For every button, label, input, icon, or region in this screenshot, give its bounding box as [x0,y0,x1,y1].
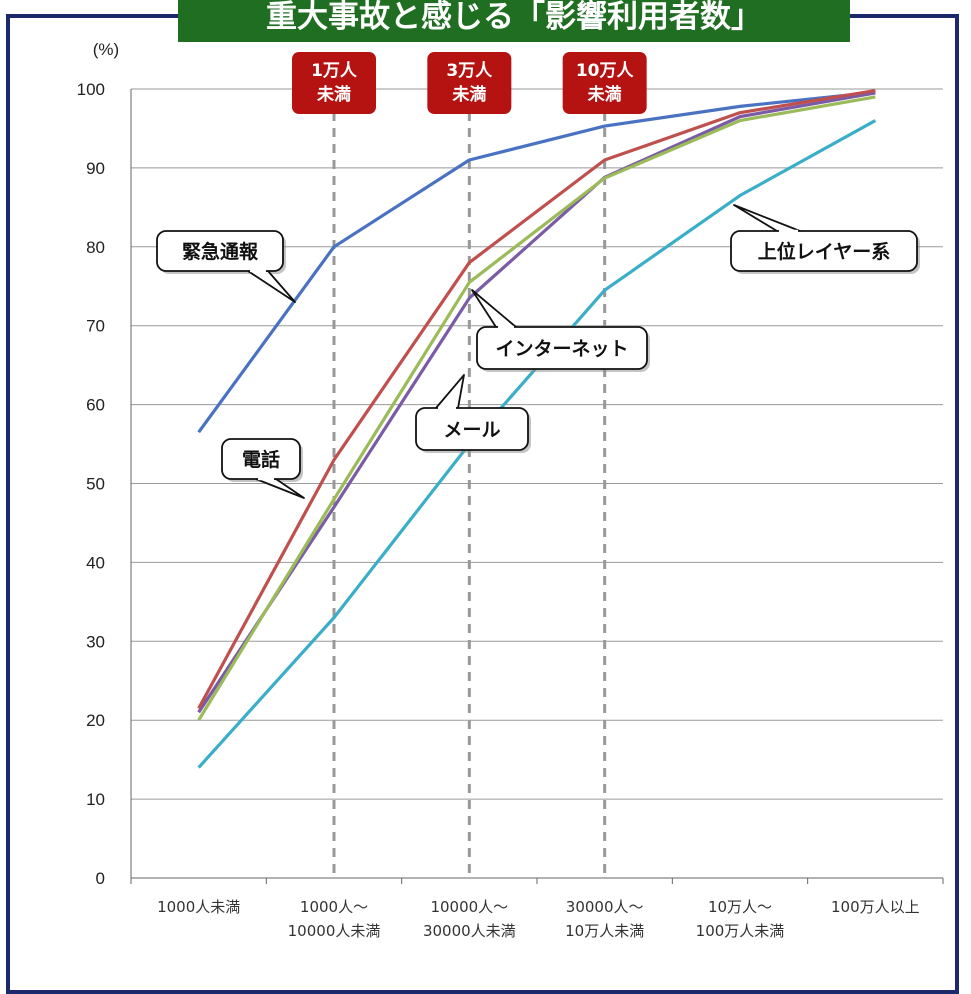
line-chart: 0 10 20 30 40 50 60 70 80 90 100 (%) 1000人未満 1000人～ 10… [77,40,944,940]
x-tick-label: 10万人未満 [565,922,644,940]
threshold-label: 3万人 [446,61,493,81]
series-label: 上位レイヤー系 [758,240,890,263]
callout-pointer [255,478,305,499]
threshold-badge [562,52,647,114]
y-tick-label: 100 [77,80,105,99]
x-tick-label: 30000人～ [566,898,644,916]
callout-pointer [435,374,465,409]
x-tick-label: 30000人未満 [423,922,516,940]
series-callout: 上位レイヤー系 [730,204,920,274]
threshold-badge [427,52,512,114]
axes: 0 10 20 30 40 50 60 70 80 90 100 (%) 1000人未満 1000人～ 10… [77,40,944,940]
y-tick-label: 90 [86,159,105,178]
grid-lines [131,88,943,800]
y-tick-label: 50 [86,475,105,494]
series-callout: 緊急通報 [156,230,296,303]
y-tick-label: 10 [86,790,105,809]
y-tick-label: 0 [96,869,105,888]
x-tick-label: 1000人未満 [157,898,240,916]
y-tick-label: 40 [86,553,105,572]
threshold-label: 10万人 [576,61,635,81]
y-tick-label: 20 [86,711,105,730]
series-label: インターネット [495,338,628,360]
x-tick-label: 10000人未満 [288,922,381,940]
callout-pointer [471,289,517,328]
series-callout: インターネット [471,289,650,372]
threshold-badge [292,52,376,114]
y-tick-label: 80 [86,238,105,257]
y-axis-unit: (%) [93,40,119,59]
threshold-label: 1万人 [311,61,358,81]
series-label: メール [443,419,500,441]
series-line [197,91,876,714]
callout-pointer [247,270,296,303]
series-lines [197,88,877,769]
series-line [197,88,876,710]
x-tick-label: 100万人以上 [831,898,920,916]
series-line [197,95,876,722]
x-tick-label: 100万人未満 [696,922,785,940]
callout-box [476,326,648,370]
series-line [197,90,876,434]
x-tick-label: 10万人～ [708,898,772,916]
callout-pointer [733,204,801,232]
y-tick-label: 60 [86,396,105,415]
x-tick-label: 1000人～ [300,898,368,916]
threshold-label: 未満 [451,84,486,105]
callout-box [730,230,918,272]
series-label: 電話 [242,448,280,471]
threshold-label: 未満 [316,84,351,105]
series-label: 緊急通報 [182,240,259,263]
series-line [197,119,877,769]
callout-box [415,407,529,451]
callout-box [156,230,284,272]
series-callout: 電話 [221,438,305,499]
chart-title: 重大事故と感じる「影響利用者数」 [178,0,850,42]
x-tick-label: 10000人～ [430,898,508,916]
threshold-label: 未満 [587,84,622,105]
series-callout: メール [415,374,531,453]
y-tick-label: 30 [86,632,105,651]
y-tick-label: 70 [86,317,105,336]
